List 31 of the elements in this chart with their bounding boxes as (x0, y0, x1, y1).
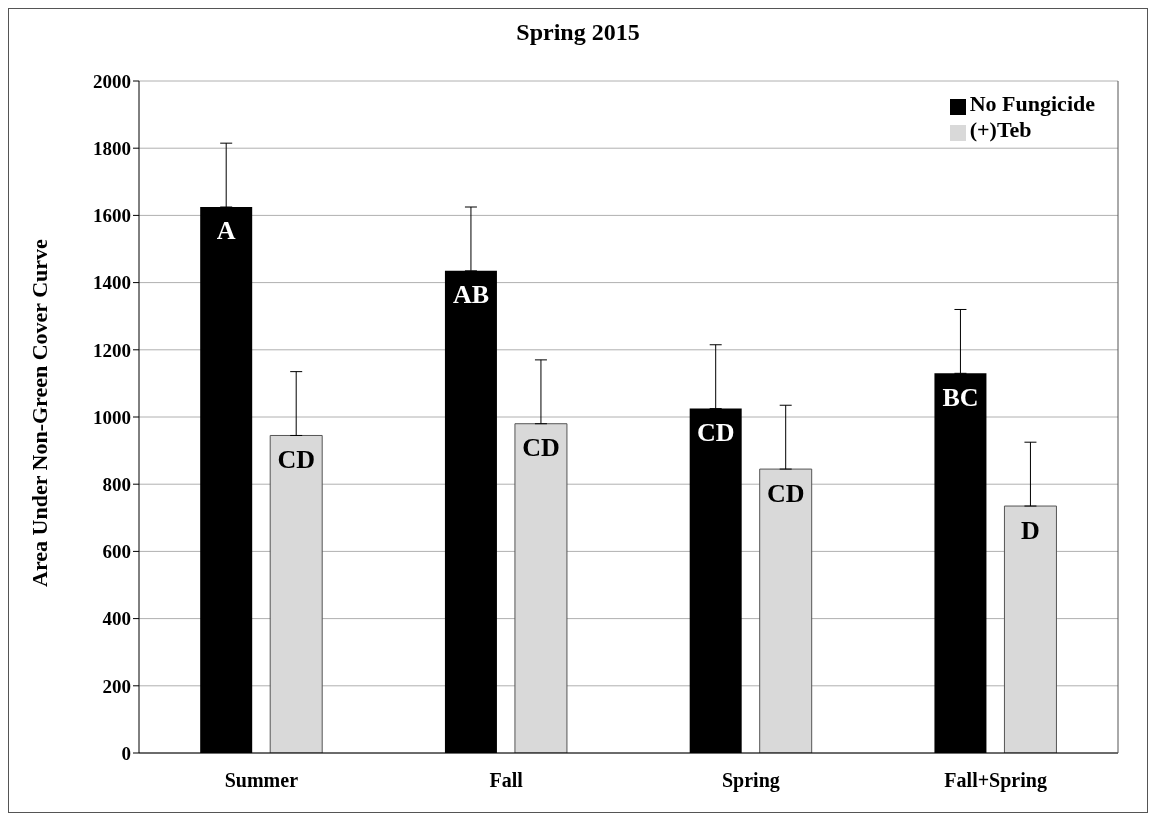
bar (759, 468, 813, 753)
bar (1003, 505, 1057, 753)
x-tick-label: Summer (224, 769, 299, 792)
y-tick-label: 2000 (93, 70, 131, 92)
data-label: CD (522, 433, 560, 463)
x-tick-label: Fall+Spring (944, 769, 1047, 793)
y-tick-label: 800 (102, 473, 131, 495)
y-tick-label: 1200 (93, 339, 131, 361)
data-label: CD (766, 478, 805, 508)
data-label: BC (942, 382, 979, 412)
data-label: CD (696, 418, 735, 448)
data-label: CD (277, 444, 315, 474)
y-tick-label: 1400 (93, 272, 131, 294)
legend-label: No Fungicide (969, 91, 1095, 116)
x-tick-label: Fall (489, 769, 524, 792)
y-tick-label: 1800 (93, 137, 131, 159)
legend-label: (+)Teb (969, 117, 1032, 142)
data-label: D (1021, 515, 1040, 545)
bar (269, 434, 323, 753)
data-label: A (216, 216, 236, 246)
x-tick-label: Spring (721, 769, 780, 793)
y-tick-label: 600 (102, 541, 131, 563)
y-tick-label: 200 (102, 675, 131, 697)
y-tick-label: 1000 (93, 406, 131, 428)
y-axis-title: Area Under Non-Green Cover Curve (26, 238, 52, 587)
y-tick-label: 1600 (93, 205, 131, 227)
data-label: AB (452, 280, 489, 310)
y-tick-label: 0 (121, 742, 131, 764)
y-tick-label: 400 (102, 608, 131, 630)
chart-title: Spring 2015 (515, 19, 641, 47)
bar (514, 423, 568, 753)
